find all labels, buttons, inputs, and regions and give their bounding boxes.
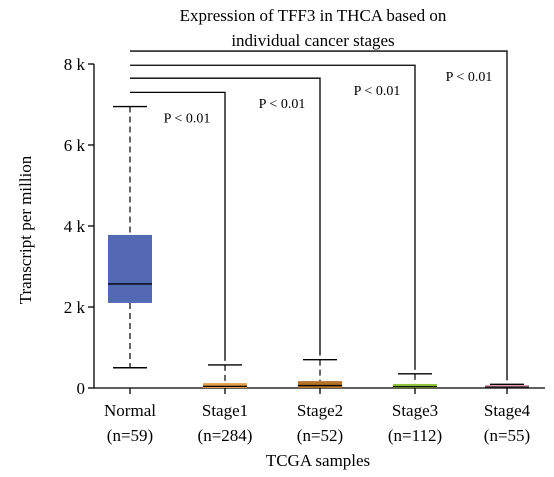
x-tick-label: Stage2: [297, 401, 343, 420]
p-value-label: P < 0.01: [164, 111, 211, 126]
x-tick-sample-size: (n=55): [484, 426, 530, 445]
x-tick-sample-size: (n=52): [297, 426, 343, 445]
significance-bracket: P < 0.01: [130, 64, 416, 370]
plot-area: 0 2 k 4 k 6 k 8 k Normal (n=59) Stage1 (n=284) St…: [64, 50, 545, 445]
x-tick-sample-size: (n=59): [107, 426, 153, 445]
iqr-box: [108, 234, 152, 303]
p-value-label: P < 0.01: [259, 97, 306, 112]
significance-bracket: P < 0.01: [130, 50, 508, 381]
box-stage1: [203, 364, 247, 388]
y-axis-label: Transcript per million: [16, 155, 35, 304]
box-stage2: [298, 358, 342, 388]
x-tick-label: Stage3: [392, 401, 438, 420]
bracket-line: [130, 77, 321, 356]
chart-title-line-2: individual cancer stages: [231, 31, 394, 50]
y-tick-label: 8 k: [64, 55, 86, 74]
x-axis-label: TCGA samples: [266, 451, 370, 470]
box-stage3: [393, 373, 437, 388]
iqr-box: [393, 383, 437, 388]
y-tick-label: 4 k: [64, 217, 86, 236]
box-stage4: [485, 383, 529, 388]
significance-bracket: P < 0.01: [130, 91, 226, 361]
iqr-box: [485, 385, 529, 388]
iqr-box: [203, 383, 247, 388]
y-tick-label: 6 k: [64, 136, 86, 155]
iqr-box: [298, 381, 342, 388]
x-tick-label: Stage1: [202, 401, 248, 420]
p-value-label: P < 0.01: [446, 70, 493, 85]
significance-bracket: P < 0.01: [130, 77, 321, 356]
bracket-line: [130, 91, 226, 361]
p-value-label: P < 0.01: [354, 84, 401, 99]
box-normal: [108, 105, 152, 369]
x-tick-label: Stage4: [484, 401, 531, 420]
y-tick-label: 0: [77, 379, 86, 398]
bracket-line: [130, 64, 416, 370]
x-tick-sample-size: (n=112): [388, 426, 442, 445]
y-tick-label: 2 k: [64, 298, 86, 317]
bracket-line: [130, 50, 508, 381]
x-tick-label: Normal: [104, 401, 156, 420]
chart-title-line-1: Expression of TFF3 in THCA based on: [180, 6, 447, 25]
x-tick-sample-size: (n=284): [198, 426, 253, 445]
